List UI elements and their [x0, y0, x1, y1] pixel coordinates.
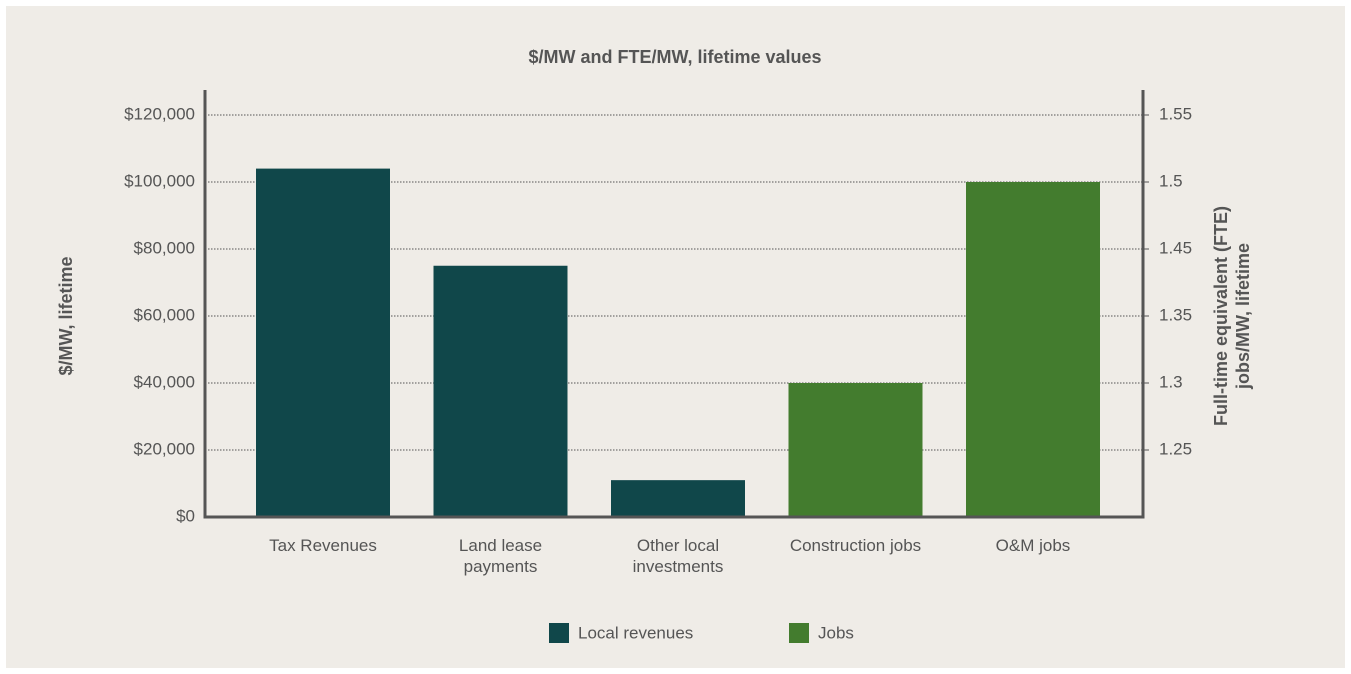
bar — [611, 480, 745, 517]
x-tick-label: Land lease payments — [458, 536, 543, 576]
y2-tick-label: 1.5 — [1159, 171, 1183, 190]
y-tick-label: $100,000 — [124, 171, 195, 190]
y-tick-label: $40,000 — [134, 372, 195, 391]
bar — [256, 168, 390, 517]
x-tick-label: Construction jobs — [789, 536, 922, 555]
legend-label: Local revenues — [578, 623, 693, 642]
chart-title: $/MW and FTE/MW, lifetime values — [528, 47, 821, 67]
y2-tick-label: 1.3 — [1159, 372, 1183, 391]
chart-panel: $/MW and FTE/MW, lifetime values $0 $20,0… — [6, 6, 1345, 668]
y-tick-label: $80,000 — [134, 238, 195, 257]
legend-label: Jobs — [818, 623, 854, 642]
y-tick-label: $120,000 — [124, 104, 195, 123]
y-axis-title: $/MW, lifetime — [56, 256, 76, 376]
bar — [966, 182, 1100, 517]
y2-tick-label: 1.25 — [1159, 439, 1192, 458]
x-tick-label: O&M jobs — [995, 536, 1071, 555]
x-tick-label: Tax Revenues — [269, 536, 377, 555]
y2-axis-title: Full-time equivalent (FTE) jobs/MW, life… — [1211, 206, 1253, 427]
bar — [788, 383, 923, 517]
y-tick-label: $0 — [176, 506, 195, 525]
y-tick-label: $20,000 — [134, 439, 195, 458]
y2-tick-label: 1.45 — [1159, 238, 1192, 257]
legend-swatch — [549, 623, 569, 643]
y2-tick-label: 1.35 — [1159, 305, 1192, 324]
bar — [433, 265, 568, 517]
y2-tick-label: 1.55 — [1159, 104, 1192, 123]
y-tick-label: $60,000 — [134, 305, 195, 324]
x-tick-label: Other local investments — [632, 536, 724, 576]
chart: $/MW and FTE/MW, lifetime values $0 $20,0… — [124, 47, 1192, 643]
legend-swatch — [789, 623, 809, 643]
